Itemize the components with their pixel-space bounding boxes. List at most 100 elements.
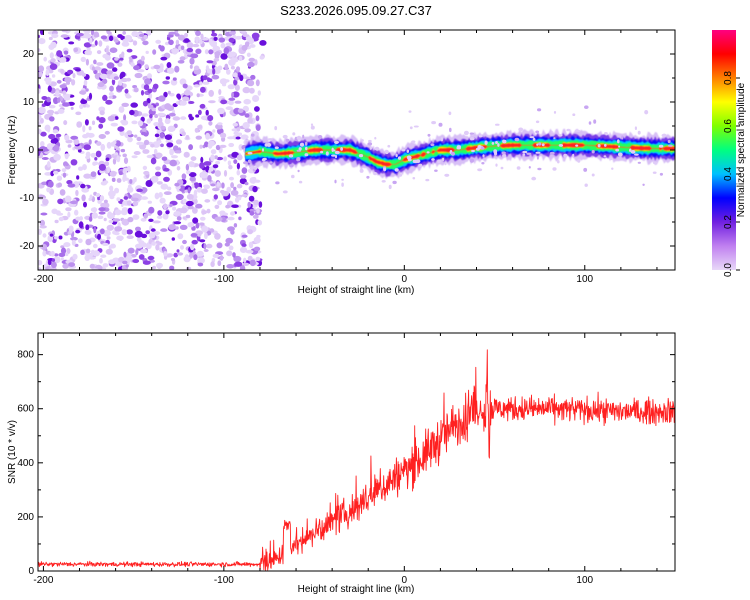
noise-speckle — [174, 182, 180, 187]
noise-speckle — [202, 81, 210, 85]
noise-speckle — [104, 161, 110, 167]
noise-speckle — [116, 235, 124, 241]
x-tick-label: 0 — [402, 274, 408, 285]
signal-speckle — [392, 180, 397, 185]
noise-speckle — [227, 160, 232, 166]
noise-speckle — [150, 157, 157, 165]
noise-speckle — [225, 204, 231, 209]
signal-speckle — [331, 154, 336, 157]
noise-speckle — [236, 169, 241, 176]
noise-speckle — [230, 182, 235, 189]
signal-speckle — [289, 164, 294, 168]
snr-frame — [37, 332, 676, 572]
noise-speckle — [137, 120, 144, 127]
signal-speckle — [408, 110, 412, 113]
noise-speckle — [56, 175, 63, 181]
noise-speckle — [223, 170, 228, 177]
noise-speckle — [114, 39, 119, 43]
signal-speckle — [413, 125, 419, 128]
noise-speckle — [257, 219, 263, 226]
signal-speckle — [518, 127, 524, 132]
noise-speckle — [132, 259, 140, 263]
noise-speckle — [97, 82, 105, 88]
noise-speckle — [100, 228, 105, 235]
noise-speckle — [78, 166, 84, 171]
noise-speckle — [64, 134, 70, 141]
noise-speckle — [244, 182, 249, 186]
noise-speckle — [131, 197, 139, 202]
noise-speckle — [189, 64, 193, 69]
noise-speckle — [54, 236, 58, 240]
signal-speckle — [247, 152, 253, 155]
noise-speckle — [126, 229, 133, 235]
noise-speckle — [206, 243, 213, 249]
noise-speckle — [48, 69, 54, 74]
noise-speckle — [193, 182, 200, 189]
noise-speckle — [192, 43, 200, 48]
signal-speckle — [478, 134, 483, 138]
noise-speckle — [129, 56, 133, 63]
noise-speckle — [241, 243, 247, 248]
noise-speckle — [160, 183, 169, 190]
noise-speckle — [142, 40, 149, 46]
noise-speckle — [70, 159, 78, 166]
noise-speckle — [152, 49, 157, 55]
noise-speckle — [75, 111, 82, 116]
noise-speckle — [127, 207, 133, 215]
noise-speckle — [126, 186, 134, 193]
noise-speckle — [205, 109, 209, 116]
noise-speckle — [90, 171, 97, 178]
signal-speckle — [477, 168, 483, 172]
signal-speckle — [604, 132, 608, 135]
noise-speckle — [140, 248, 148, 254]
noise-speckle — [186, 42, 194, 49]
colorbar-tick-label: 0.6 — [723, 119, 734, 133]
noise-speckle — [168, 31, 177, 35]
noise-speckle — [238, 144, 244, 151]
colorbar-strip — [712, 30, 736, 270]
noise-speckle — [125, 94, 132, 99]
noise-speckle — [250, 74, 256, 80]
noise-speckle — [109, 47, 118, 53]
noise-speckle — [145, 230, 150, 235]
snr-y-ticks: 0 200 400 600 800 — [17, 350, 675, 577]
noise-speckle — [206, 208, 211, 214]
signal-speckle — [537, 108, 542, 112]
noise-speckle — [245, 76, 250, 80]
noise-speckle — [71, 79, 76, 86]
signal-speckle — [383, 167, 387, 172]
noise-speckle — [132, 193, 141, 199]
noise-speckle — [121, 102, 129, 107]
noise-speckle — [143, 139, 150, 146]
noise-speckle — [111, 78, 116, 86]
noise-speckle — [243, 98, 251, 105]
noise-speckle — [240, 134, 249, 140]
noise-speckle — [200, 86, 206, 93]
noise-speckle — [97, 199, 102, 204]
noise-speckle — [98, 211, 106, 215]
y-tick-label: 10 — [23, 97, 35, 108]
noise-speckle — [166, 186, 172, 191]
noise-speckle — [142, 260, 151, 265]
noise-speckle — [169, 159, 177, 167]
x-tick-label: -100 — [214, 575, 234, 586]
x-tick-label: 100 — [576, 575, 593, 586]
noise-speckle — [131, 120, 138, 125]
noise-speckle — [90, 207, 98, 212]
noise-speckle — [38, 260, 43, 266]
noise-speckle — [185, 214, 191, 219]
noise-speckle — [122, 260, 128, 265]
noise-speckle — [237, 132, 243, 136]
noise-speckle — [166, 142, 174, 148]
noise-speckle — [46, 187, 51, 193]
noise-speckle — [108, 219, 114, 224]
noise-speckle — [196, 93, 200, 98]
noise-speckle — [147, 73, 152, 79]
noise-speckle — [208, 38, 213, 44]
noise-speckle — [38, 121, 41, 126]
signal-speckle — [634, 153, 639, 156]
noise-speckle — [157, 140, 162, 144]
signal-speckle — [536, 143, 539, 146]
signal-speckle — [558, 144, 564, 147]
noise-speckle — [59, 84, 67, 89]
